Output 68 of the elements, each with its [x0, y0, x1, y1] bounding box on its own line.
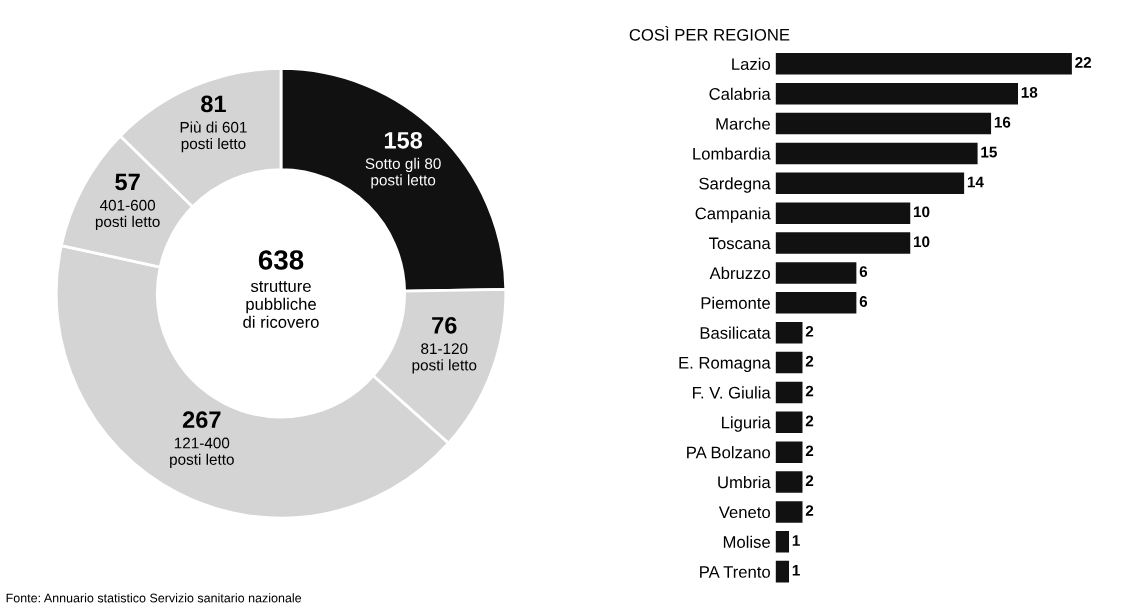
bar	[775, 501, 803, 523]
y-tick-label: Basilicata	[700, 326, 771, 339]
source-note: Fonte: Annuario statistico Servizio sanitario nazionale	[6, 593, 302, 603]
data-label: 14	[967, 176, 984, 188]
text: 638	[258, 250, 304, 270]
bar	[775, 112, 992, 135]
slice-label: Sotto gli 80 posti letto	[365, 157, 441, 189]
bar	[775, 202, 911, 224]
y-tick-label: Umbria	[718, 475, 771, 489]
bar	[775, 560, 790, 583]
bar	[775, 142, 978, 165]
chart-title: COSÌ PER REGIONE	[629, 26, 790, 41]
bar	[775, 351, 803, 374]
y-tick-label: Abruzzo	[709, 266, 770, 280]
slice-label: 401-600 posti letto	[95, 199, 160, 231]
data-label: 2	[805, 475, 814, 486]
slice-label: 81-120 posti letto	[412, 343, 477, 374]
bar	[775, 441, 803, 463]
data-label: 2	[805, 445, 814, 457]
data-label: 267	[182, 411, 221, 429]
data-label: 2	[805, 355, 814, 367]
y-tick-label: Molise	[723, 535, 770, 548]
y-tick-label: Campania	[695, 207, 771, 223]
text: strutture pubbliche di ricovero	[243, 281, 319, 328]
data-label: 15	[981, 146, 997, 158]
bar	[775, 232, 911, 254]
data-label: 10	[913, 206, 930, 218]
data-label: 76	[432, 316, 457, 334]
y-tick-label: Piemonte	[701, 296, 770, 309]
y-tick-label: F. V. Giulia	[693, 386, 771, 399]
bar	[775, 262, 857, 284]
data-label: 6	[859, 296, 868, 307]
y-tick-label: E. Romagna	[679, 357, 771, 373]
data-label: 1	[792, 535, 800, 546]
data-label: 2	[805, 415, 814, 427]
slice-label: Più di 601 posti letto	[180, 121, 247, 153]
bar	[775, 381, 803, 404]
y-tick-label: Sardegna	[699, 177, 771, 193]
bar	[775, 292, 857, 314]
y-tick-label: Veneto	[718, 506, 770, 519]
data-label: 10	[913, 236, 930, 248]
data-label: 18	[1021, 86, 1038, 98]
data-label: 2	[805, 385, 814, 397]
y-tick-label: Toscana	[709, 237, 771, 250]
data-label: 16	[994, 116, 1011, 128]
data-label: 2	[805, 505, 814, 516]
bar	[775, 471, 803, 493]
data-label: 57	[115, 173, 140, 191]
bar	[775, 53, 1072, 75]
bar	[775, 172, 965, 195]
bar	[775, 321, 803, 344]
data-label: 1	[792, 565, 800, 576]
data-label: 81	[201, 95, 226, 113]
slice-label: 121-400 posti letto	[170, 437, 234, 468]
y-tick-label: Liguria	[722, 416, 771, 432]
bar	[775, 531, 790, 553]
y-tick-label: PA Bolzano	[687, 446, 770, 459]
data-label: 22	[1075, 57, 1092, 68]
bar	[775, 411, 803, 434]
data-label: 158	[384, 131, 423, 149]
y-tick-label: Lombardia	[693, 147, 771, 160]
y-tick-label: Lazio	[732, 57, 770, 71]
y-tick-label: PA Trento	[700, 566, 770, 578]
data-label: 2	[805, 325, 814, 337]
data-label: 6	[859, 266, 868, 278]
y-tick-label: Calabria	[709, 87, 771, 100]
bar	[775, 82, 1019, 105]
y-tick-label: Marche	[716, 117, 770, 130]
